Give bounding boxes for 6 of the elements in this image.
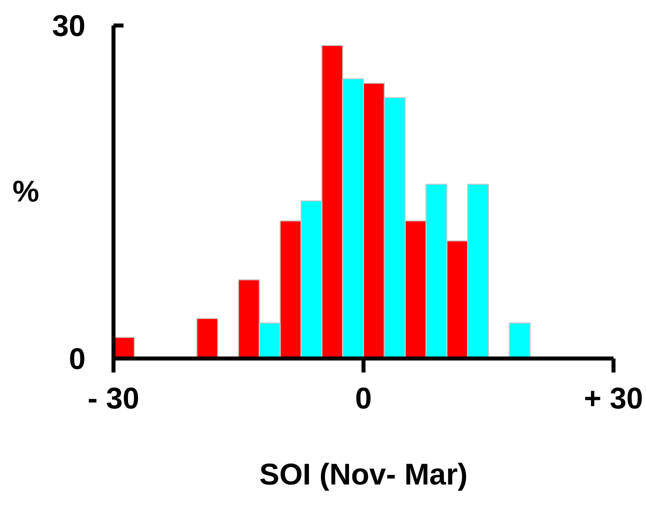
y-tick-label: 30 — [52, 10, 86, 43]
y-axis-title: % — [12, 176, 40, 208]
x-tick-label: + 30 — [584, 382, 644, 416]
x-tick-label: 0 — [355, 382, 372, 416]
x-axis-title: SOI (Nov- Mar) — [259, 458, 468, 492]
x-tick-label: - 30 — [88, 382, 140, 416]
